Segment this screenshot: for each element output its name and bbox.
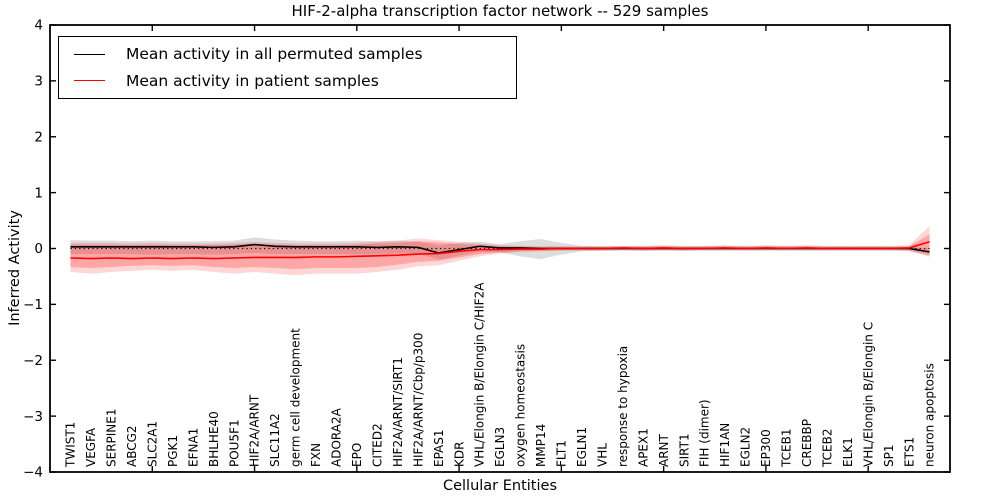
axis-ticks xyxy=(50,24,950,473)
x-category-label: HIF2A/ARNT xyxy=(248,394,262,467)
x-category-label: EP300 xyxy=(759,429,773,467)
x-category-label: TCEB1 xyxy=(780,429,794,468)
x-category-label: CITED2 xyxy=(370,423,384,467)
x-category-label: FIH (dimer) xyxy=(698,399,712,467)
x-category-label: VHL/Elongin B/Elongin C xyxy=(861,322,875,467)
y-tick-label: 3 xyxy=(34,74,43,90)
confidence-bands xyxy=(70,226,930,276)
x-category-label: neuron apoptosis xyxy=(923,363,937,467)
x-category-label: BHLHE40 xyxy=(207,411,221,467)
y-tick-label: −3 xyxy=(23,409,43,425)
x-category-label: TCEB2 xyxy=(820,429,834,468)
x-category-label: APEX1 xyxy=(636,428,650,467)
x-category-label: HIF2A/ARNT/SIRT1 xyxy=(391,357,405,467)
y-tick-label: −4 xyxy=(23,465,43,481)
legend-item-patient: Mean activity in patient samples xyxy=(59,72,516,90)
x-axis-label: Cellular Entities xyxy=(442,478,558,494)
y-tick-label: 0 xyxy=(34,241,43,257)
y-axis-label: Inferred Activity xyxy=(7,210,23,326)
x-category-label: SLC11A2 xyxy=(268,413,282,467)
y-tick-label: 1 xyxy=(34,185,43,201)
legend: Mean activity in all permuted samples Me… xyxy=(58,36,517,99)
x-category-labels: TWIST1 VEGFA SERPINE1 ABCG2 SLC2A1 PGK1 EFNA1 B… xyxy=(64,282,937,468)
x-category-label: EFNA1 xyxy=(186,428,200,467)
x-category-label: MMP14 xyxy=(534,424,548,467)
legend-line-swatch-black xyxy=(74,53,105,55)
y-tick-label: 4 xyxy=(34,18,43,34)
x-category-label: TWIST1 xyxy=(64,422,78,468)
chart-title: HIF-2-alpha transcription factor network… xyxy=(291,2,709,20)
x-category-label: ELK1 xyxy=(841,437,855,467)
band-patient-samples-range-inner xyxy=(70,234,930,270)
x-category-label: EGLN2 xyxy=(739,427,753,467)
series-line-patient xyxy=(70,241,930,260)
y-tick-label: −2 xyxy=(23,353,43,369)
x-category-label: SLC2A1 xyxy=(145,421,159,467)
x-category-label: EPAS1 xyxy=(432,429,446,467)
legend-label: Mean activity in all permuted samples xyxy=(126,45,423,64)
x-category-label: CREBBP xyxy=(800,419,814,467)
x-category-label: ARNT xyxy=(657,433,671,467)
x-category-label: SP1 xyxy=(882,445,896,468)
x-category-label: EGLN1 xyxy=(575,427,589,467)
x-category-label: ETS1 xyxy=(902,437,916,467)
x-category-label: VEGFA xyxy=(84,427,98,467)
x-category-label: SERPINE1 xyxy=(105,408,119,467)
x-category-label: ADORA2A xyxy=(330,407,344,467)
x-category-label: EPO xyxy=(350,443,364,467)
band-patient-samples-range-outer xyxy=(70,226,930,276)
x-category-label: oxygen homeostasis xyxy=(514,344,528,467)
y-tick-label: 2 xyxy=(34,129,43,145)
x-category-label: VHL xyxy=(595,443,609,467)
x-category-label: ABCG2 xyxy=(125,425,139,467)
y-tick-labels: −4 −3 −2 −1 0 1 2 3 4 xyxy=(23,18,43,481)
x-category-label: HIF2A/ARNT/Cbp/p300 xyxy=(411,333,425,467)
legend-line-swatch-red xyxy=(74,80,105,82)
x-category-label: EGLN3 xyxy=(493,427,507,467)
y-tick-label: −1 xyxy=(23,297,43,313)
x-category-label: SIRT1 xyxy=(677,433,691,467)
x-category-label: FXN xyxy=(309,443,323,467)
x-category-label: germ cell development xyxy=(289,328,303,467)
x-category-label: VHL/Elongin B/Elongin C/HIF2A xyxy=(473,282,487,467)
x-category-label: POU5F1 xyxy=(227,419,241,467)
series-lines xyxy=(70,241,930,260)
x-category-label: KDR xyxy=(452,442,466,467)
legend-item-permuted: Mean activity in all permuted samples xyxy=(59,45,516,63)
x-category-label: PGK1 xyxy=(166,435,180,467)
x-category-label: HIF1AN xyxy=(718,423,732,467)
x-category-label: response to hypoxia xyxy=(616,346,630,467)
x-category-label: FLT1 xyxy=(555,440,569,467)
legend-label: Mean activity in patient samples xyxy=(126,71,379,90)
